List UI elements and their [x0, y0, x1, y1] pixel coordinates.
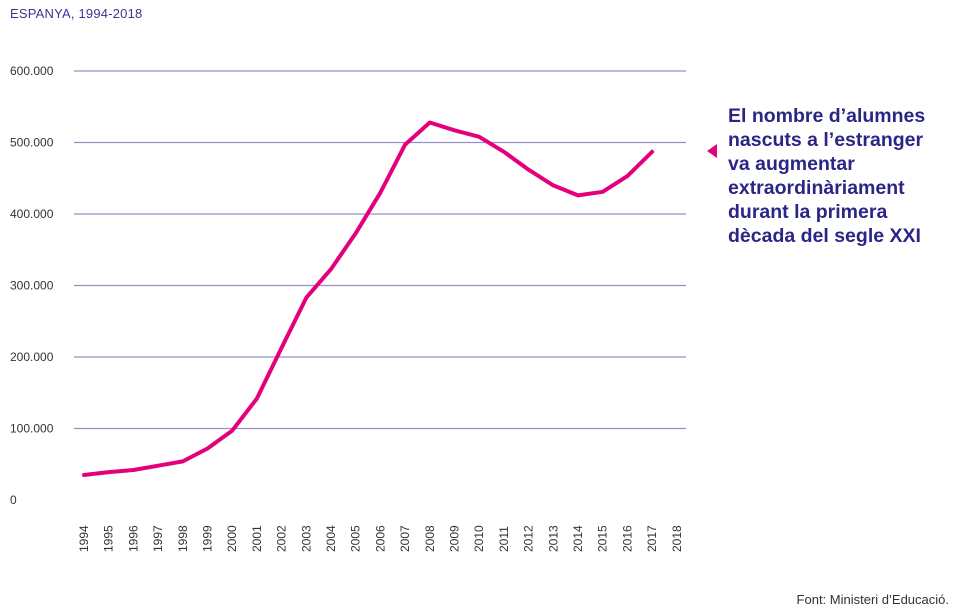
y-tick-label: 600.000	[10, 64, 54, 78]
x-tick-label: 2000	[225, 525, 239, 552]
y-tick-label: 500.000	[10, 136, 54, 150]
annotation-line-5: durant la primera	[728, 201, 888, 223]
x-tick-label: 2015	[596, 525, 610, 552]
x-tick-label: 1998	[176, 525, 190, 552]
annotation-line-4: extraordinàriament	[728, 177, 905, 199]
annotation-line-2: nascuts a l’estranger	[728, 129, 924, 151]
y-axis-tick-labels: 0 100.000 200.000 300.000 400.000 500.000 600.…	[10, 64, 54, 507]
x-tick-label: 1997	[151, 525, 165, 552]
x-tick-label: 2003	[299, 525, 313, 552]
x-tick-label: 1995	[102, 525, 116, 552]
x-tick-label: 2014	[571, 525, 585, 552]
x-tick-label: 2016	[620, 525, 634, 552]
x-tick-label: 1999	[201, 525, 215, 552]
y-tick-label: 200.000	[10, 350, 54, 364]
y-tick-label: 0	[10, 493, 17, 507]
series-line	[82, 120, 655, 477]
annotation-line-3: va augmentar	[728, 153, 855, 175]
x-tick-label: 2012	[522, 525, 536, 552]
grid-lines	[74, 70, 686, 430]
y-tick-label: 100.000	[10, 422, 54, 436]
x-axis-tick-labels: 1994 1995 1996 1997 1998 1999 2000 2001 2002 2003…	[77, 525, 684, 552]
x-tick-label: 2011	[497, 526, 511, 552]
x-tick-label: 2009	[448, 525, 462, 552]
x-tick-label: 1996	[126, 525, 140, 552]
source-note: Font: Ministeri d’Educació.	[796, 592, 949, 607]
x-tick-label: 2007	[398, 525, 412, 552]
annotation-line-6: dècada del segle XXI	[728, 225, 921, 247]
x-tick-label: 2006	[373, 525, 387, 552]
x-tick-label: 2017	[645, 525, 659, 552]
x-tick-label: 2008	[423, 525, 437, 552]
y-tick-label: 300.000	[10, 279, 54, 293]
x-tick-label: 2002	[275, 525, 289, 552]
x-tick-label: 2010	[472, 525, 486, 552]
x-tick-label: 2018	[670, 525, 684, 552]
annotation-line-1: El nombre d’alumnes	[728, 105, 926, 127]
x-tick-label: 2013	[546, 525, 560, 552]
x-tick-label: 2004	[324, 525, 338, 552]
x-tick-label: 2001	[250, 525, 264, 552]
x-tick-label: 1994	[77, 525, 91, 552]
annotation-text: El nombre d’alumnes nascuts a l’estrange…	[728, 104, 961, 248]
y-tick-label: 400.000	[10, 207, 54, 221]
chart-subtitle: ESPANYA, 1994-2018	[10, 6, 143, 21]
x-tick-label: 2005	[349, 525, 363, 552]
series-layer	[82, 120, 655, 477]
annotation-pointer	[707, 144, 717, 158]
